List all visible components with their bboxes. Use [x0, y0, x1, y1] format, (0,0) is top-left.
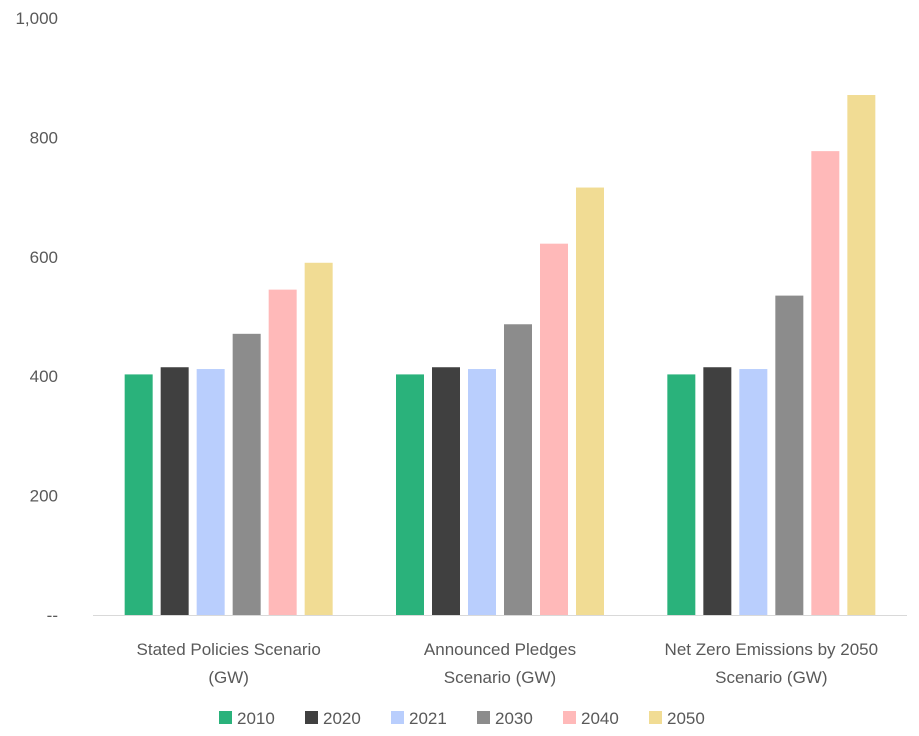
bar-2040-1 — [268, 289, 297, 615]
bar-2050-2 — [576, 187, 604, 615]
legend-label: 2010 — [237, 709, 275, 728]
y-tick-label: 200 — [30, 487, 58, 506]
y-tick-label: -- — [47, 606, 58, 625]
legend-label: 2040 — [581, 709, 619, 728]
legend-label: 2050 — [667, 709, 705, 728]
legend-swatch — [563, 711, 576, 724]
x-axis: Stated Policies Scenario (GW) Announced Pl… — [93, 615, 907, 687]
bar-2010-3 — [667, 374, 696, 615]
y-axis: -- 200 400 600 800 1,000 — [15, 9, 58, 625]
plot-area — [124, 95, 876, 616]
bar-2030-1 — [232, 333, 261, 615]
y-tick-label: 1,000 — [15, 9, 58, 28]
x-category-label: Stated Policies Scenario — [137, 640, 321, 659]
legend: 2010 2020 2021 2030 2040 2050 — [219, 709, 705, 728]
x-category-label: Announced Pledges — [424, 640, 576, 659]
legend-label: 2020 — [323, 709, 361, 728]
legend-swatch — [477, 711, 490, 724]
x-category-label: (GW) — [208, 668, 249, 687]
x-category-label: Scenario (GW) — [444, 668, 556, 687]
bar-2020-1 — [160, 367, 189, 615]
y-tick-label: 600 — [30, 248, 58, 267]
legend-swatch — [305, 711, 318, 724]
bar-2050-3 — [847, 95, 876, 615]
bar-2040-3 — [811, 151, 840, 616]
x-category-label: Net Zero Emissions by 2050 — [665, 640, 879, 659]
legend-swatch — [391, 711, 404, 724]
bar-2010-1 — [124, 374, 153, 615]
legend-label: 2030 — [495, 709, 533, 728]
legend-swatch — [219, 711, 232, 724]
legend-label: 2021 — [409, 709, 447, 728]
bar-2020-2 — [432, 367, 460, 615]
bar-2030-3 — [775, 295, 804, 615]
bar-2021-2 — [468, 369, 496, 615]
bar-2021-1 — [196, 369, 225, 615]
y-tick-label: 400 — [30, 367, 58, 386]
legend-swatch — [649, 711, 662, 724]
bar-2050-1 — [304, 262, 333, 615]
bar-2010-2 — [396, 374, 424, 615]
bar-2020-3 — [703, 367, 732, 615]
bar-2040-2 — [540, 243, 568, 615]
bar-2021-3 — [739, 369, 768, 615]
y-tick-label: 800 — [30, 128, 58, 147]
x-category-label: Scenario (GW) — [715, 668, 827, 687]
bar-2030-2 — [504, 324, 532, 615]
